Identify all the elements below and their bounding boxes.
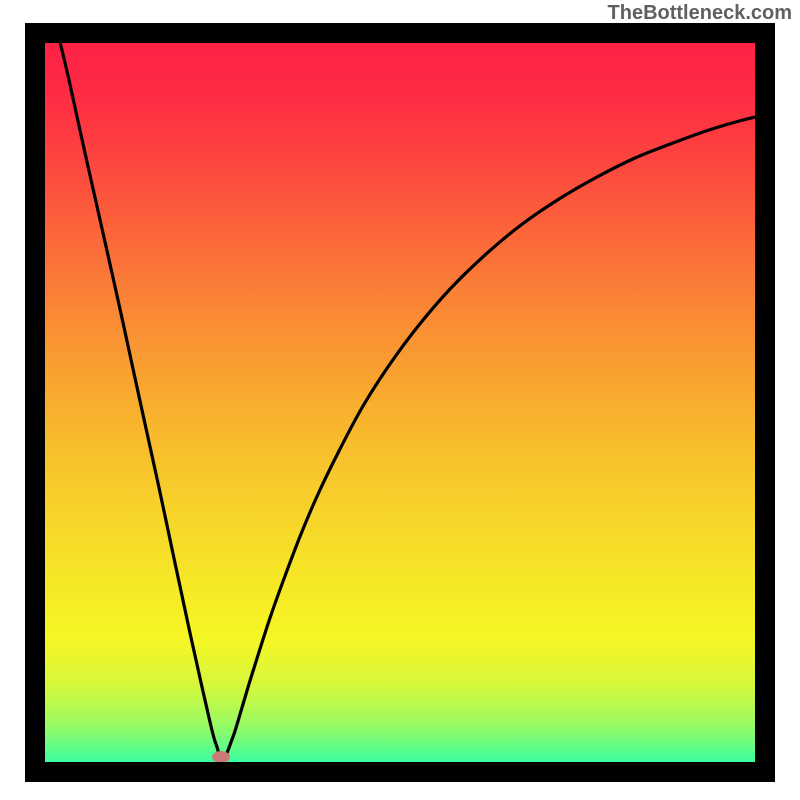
plot-border-left (25, 23, 45, 782)
plot-border-top (25, 23, 774, 43)
chart-container: TheBottleneck.com (0, 0, 800, 800)
gradient-background (45, 43, 755, 762)
plot-border-right (755, 23, 775, 782)
plot-border-bottom (25, 762, 774, 782)
watermark-text: TheBottleneck.com (608, 2, 792, 25)
plot-area (45, 43, 755, 762)
